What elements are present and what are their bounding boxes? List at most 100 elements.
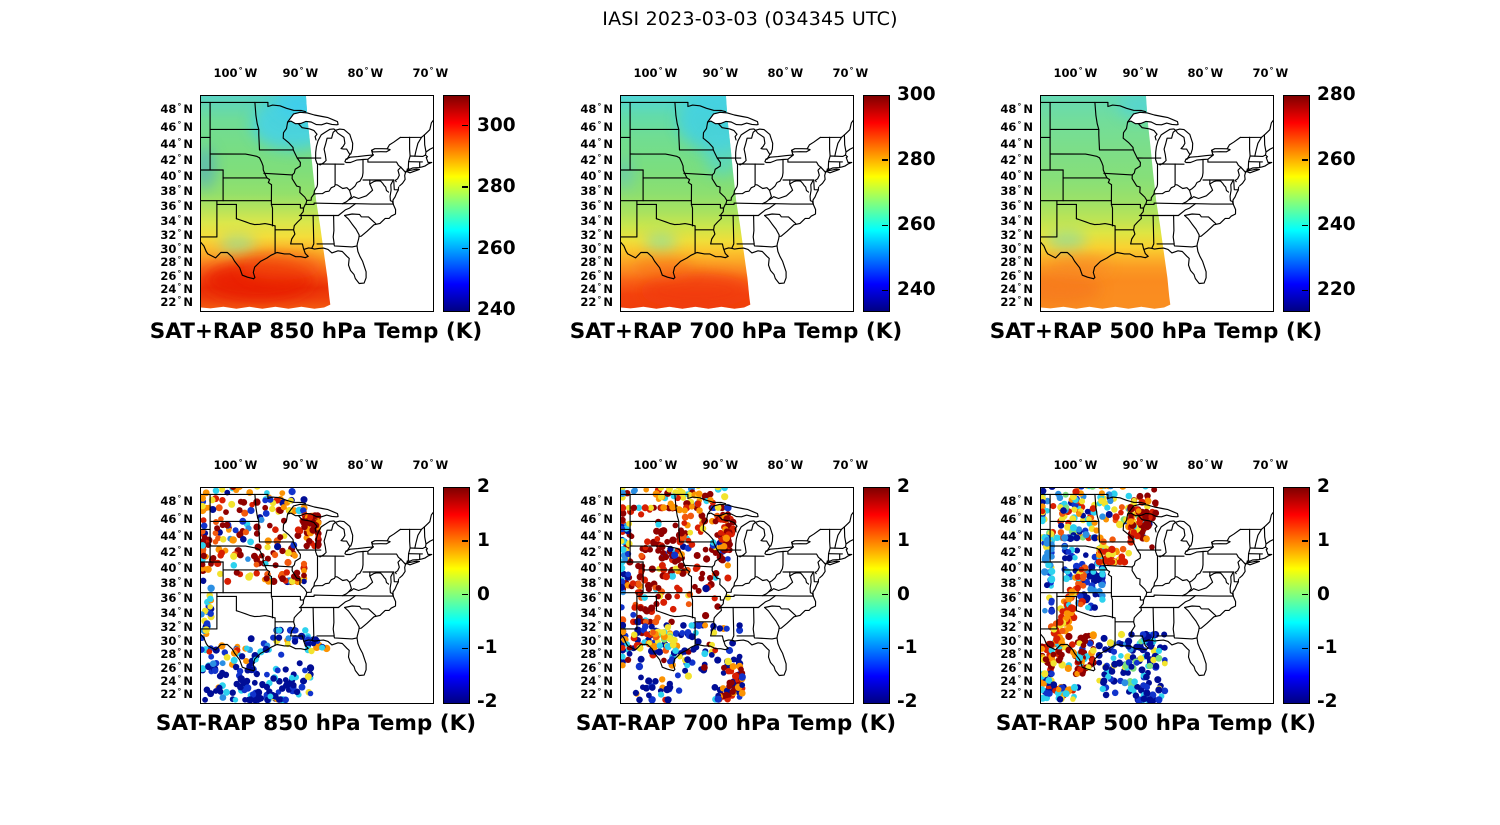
degree-symbol: °	[429, 66, 434, 75]
y-tick-value: 26	[580, 660, 597, 675]
y-tick-value: 40	[160, 168, 177, 183]
degree-symbol: °	[597, 560, 602, 570]
x-tick-hemisphere: W	[244, 66, 258, 80]
degree-symbol: °	[177, 619, 182, 629]
x-tick-label: 100° W	[634, 458, 678, 472]
y-tick-value: 38	[580, 576, 597, 591]
colorbar-tick-mark	[462, 647, 468, 649]
y-tick-hemisphere: N	[1023, 686, 1033, 701]
y-tick-hemisphere: N	[1023, 281, 1033, 296]
x-tick-hemisphere: W	[1145, 458, 1159, 472]
y-tick-label: 32° N	[540, 620, 613, 634]
map-sat_minus_rap_700	[620, 487, 854, 704]
y-tick-label: 26° N	[540, 661, 613, 675]
x-tick-hemisphere: W	[305, 66, 319, 80]
degree-symbol: °	[597, 153, 602, 163]
degree-symbol: °	[1269, 66, 1274, 75]
x-tick-hemisphere: W	[725, 66, 739, 80]
degree-symbol: °	[849, 66, 854, 75]
panel-sat_minus_rap_700: 100° W 90° W 80° W 70° W 48° N 46° N 44° N 42° N 40° N 38°…	[540, 442, 952, 744]
y-tick-value: 34	[580, 213, 597, 228]
y-tick-hemisphere: N	[603, 136, 613, 151]
y-tick-hemisphere: N	[183, 647, 193, 662]
y-tick-label: 42° N	[540, 545, 613, 559]
y-tick-label: 26° N	[120, 269, 193, 283]
degree-symbol: °	[177, 241, 182, 251]
colorbar-tick-label: -1	[1317, 637, 1338, 659]
x-tick-value: 90	[282, 458, 299, 472]
y-tick-value: 28	[160, 647, 177, 662]
colorbar-gradient	[864, 488, 889, 703]
x-tick-value: 100	[633, 458, 658, 472]
y-tick-value: 30	[1000, 241, 1017, 256]
y-tick-label: 40° N	[960, 561, 1033, 575]
x-tick-label: 90° W	[1123, 66, 1159, 80]
y-tick-value: 44	[160, 528, 177, 543]
y-tick-hemisphere: N	[1023, 633, 1033, 648]
degree-symbol: °	[1017, 673, 1022, 683]
degree-symbol: °	[784, 458, 789, 467]
x-tick-label: 70° W	[413, 66, 449, 80]
colorbar-tick-label: 260	[1317, 149, 1356, 171]
degree-symbol: °	[1017, 591, 1022, 601]
y-tick-label: 36° N	[120, 199, 193, 213]
degree-symbol: °	[177, 576, 182, 586]
y-tick-label: 40° N	[540, 561, 613, 575]
degree-symbol: °	[597, 605, 602, 615]
y-tick-label: 28° N	[120, 255, 193, 269]
colorbar-tick-label: 220	[1317, 279, 1356, 301]
y-tick-value: 32	[580, 619, 597, 634]
y-tick-hemisphere: N	[603, 199, 613, 214]
degree-symbol: °	[177, 294, 182, 304]
colorbar-sat_plus_rap_700	[863, 95, 890, 312]
y-tick-hemisphere: N	[183, 633, 193, 648]
x-tick-hemisphere: W	[1210, 66, 1224, 80]
state-boundaries	[621, 101, 853, 285]
y-tick-value: 26	[1000, 660, 1017, 675]
x-tick-label: 70° W	[1253, 458, 1289, 472]
y-tick-value: 40	[1000, 168, 1017, 183]
degree-symbol: °	[658, 458, 663, 467]
y-tick-hemisphere: N	[1023, 255, 1033, 270]
degree-symbol: °	[177, 227, 182, 237]
colorbar-tick-mark	[1302, 224, 1308, 227]
x-tick-hemisphere: W	[370, 66, 384, 80]
y-tick-value: 22	[1000, 294, 1017, 309]
x-tick-hemisphere: W	[244, 458, 258, 472]
degree-symbol: °	[597, 619, 602, 629]
y-tick-value: 34	[160, 213, 177, 228]
y-tick-value: 42	[1000, 153, 1017, 168]
x-tick-label: 100° W	[214, 458, 258, 472]
x-tick-label: 70° W	[833, 458, 869, 472]
y-tick-value: 32	[580, 227, 597, 242]
colorbar-tick-label: -1	[477, 637, 498, 659]
colorbar-gradient	[864, 96, 889, 311]
y-tick-hemisphere: N	[183, 119, 193, 134]
degree-symbol: °	[1017, 213, 1022, 223]
y-tick-hemisphere: N	[1023, 136, 1033, 151]
x-tick-hemisphere: W	[1275, 66, 1289, 80]
colorbar-tick-label: -1	[897, 637, 918, 659]
x-tick-hemisphere: W	[370, 458, 384, 472]
y-tick-hemisphere: N	[603, 576, 613, 591]
colorbar-tick-mark	[1302, 289, 1308, 292]
degree-symbol: °	[1017, 136, 1022, 146]
y-tick-hemisphere: N	[183, 560, 193, 575]
y-tick-hemisphere: N	[603, 511, 613, 526]
y-tick-hemisphere: N	[183, 136, 193, 151]
degree-symbol: °	[1017, 294, 1022, 304]
colorbar-tick-label: 280	[1317, 84, 1356, 105]
degree-symbol: °	[597, 686, 602, 696]
colorbar-tick-mark	[1302, 647, 1308, 649]
y-tick-value: 30	[160, 241, 177, 256]
y-tick-label: 46° N	[960, 512, 1033, 526]
map-svg-sat_minus_rap_500	[1041, 488, 1273, 703]
degree-symbol: °	[597, 136, 602, 146]
y-tick-hemisphere: N	[183, 660, 193, 675]
y-tick-hemisphere: N	[183, 605, 193, 620]
y-tick-hemisphere: N	[183, 213, 193, 228]
y-tick-value: 22	[160, 686, 177, 701]
difference-scatter	[621, 488, 746, 703]
x-tick-value: 80	[767, 458, 784, 472]
degree-symbol: °	[177, 153, 182, 163]
